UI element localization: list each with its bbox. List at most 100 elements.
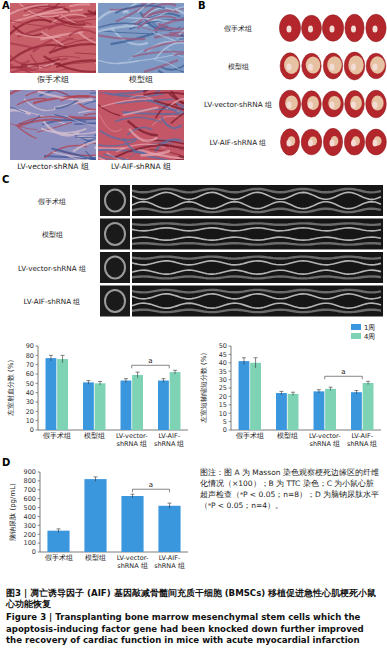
caption: 图3 | 凋亡诱导因子 (AIF) 基因敲减骨髓间充质干细胞 (BMSCs) 移… (6, 588, 381, 648)
label: 700 (24, 486, 36, 494)
fiber (65, 116, 96, 128)
tick (38, 534, 41, 535)
category-label: LV-vector-shRNA 组 (309, 432, 341, 448)
category-line: shRNA 组 (154, 440, 184, 448)
lumen (330, 140, 335, 147)
fiber (94, 3, 96, 13)
category-line: 模型组 (277, 432, 298, 440)
bar (46, 358, 57, 430)
category-label: 假手术组 (43, 432, 71, 440)
tick (36, 355, 39, 356)
bar (325, 389, 336, 430)
histology-image (10, 3, 96, 73)
significance-bracket (132, 365, 170, 368)
bars (239, 358, 374, 430)
fiber (169, 25, 184, 32)
fiber (157, 60, 180, 70)
category-label: 模型组 (84, 432, 105, 440)
echo-view (100, 219, 130, 250)
label: B (198, 0, 206, 11)
fiber (95, 53, 96, 63)
lumen (308, 102, 313, 109)
heart-slice (302, 53, 321, 78)
label: LV-AIF-shRNA 组 (111, 162, 171, 171)
heart-slice (366, 14, 386, 42)
label: 400 (24, 513, 36, 521)
wall-trace (132, 303, 381, 308)
bar (84, 479, 106, 552)
label: 300 (24, 522, 36, 530)
label: LV-vector-shRNA 组 (17, 162, 89, 171)
fiber (181, 9, 184, 18)
label: 20 (219, 393, 227, 401)
tick (229, 413, 232, 414)
bar (250, 363, 261, 430)
caption-en: Figure 3 | Transplanting bone marrow mes… (6, 612, 381, 646)
error-bar (354, 391, 358, 394)
wall-trace (132, 270, 381, 274)
fiber (123, 107, 158, 115)
fiber (18, 117, 72, 125)
echo-ring (105, 223, 125, 245)
label: 200 (24, 531, 36, 539)
bar (158, 381, 169, 430)
label: 假手术组 (37, 75, 69, 84)
wall-trace (132, 257, 381, 259)
label: a (341, 368, 345, 376)
heart-slice (345, 14, 364, 42)
infarct-area (373, 136, 381, 145)
label: LV-vector-shRNA 组 (18, 264, 86, 273)
wall-trace (132, 290, 381, 293)
category-line: shRNA 组 (117, 440, 147, 448)
histology-image (98, 3, 184, 73)
fiber (130, 95, 157, 101)
lumen (351, 102, 356, 109)
error-bar (161, 379, 165, 383)
label: 900 (24, 468, 36, 476)
error-bar (94, 477, 98, 481)
heart-slice (344, 52, 364, 80)
heart-slice (302, 91, 322, 117)
fiber (55, 100, 78, 108)
category-line: 假手术组 (45, 554, 73, 562)
lumen (330, 102, 335, 109)
bars (46, 355, 181, 430)
label: 4周 (364, 333, 375, 341)
label: 5 (223, 418, 227, 426)
label: 45 (219, 351, 227, 359)
bar (95, 383, 106, 430)
tick (36, 364, 39, 365)
infarct-area (328, 96, 340, 110)
label: 60 (26, 370, 34, 378)
bar (288, 394, 299, 430)
wall-trace (132, 276, 381, 278)
echo-ring (105, 290, 125, 312)
significance-bracket (325, 376, 363, 379)
category-line: 模型组 (85, 554, 106, 562)
category-line: shRNA 组 (154, 562, 184, 570)
fiber (98, 57, 139, 64)
label: 70 (26, 361, 34, 369)
wall-trace (132, 192, 381, 199)
label: 600 (24, 495, 36, 503)
fiber (44, 122, 80, 136)
error-bar (136, 372, 140, 378)
infarct-area (370, 56, 385, 73)
tick (38, 525, 41, 526)
tick (229, 354, 232, 355)
label: 25 (219, 384, 227, 392)
fiber (24, 6, 69, 11)
m-mode (132, 286, 383, 317)
echo-view (100, 185, 130, 216)
fiber (84, 113, 96, 115)
label: 10 (26, 417, 34, 425)
chart: 05101520253035404550左室短轴缩短分数 (%)假手术组模型组L… (200, 324, 381, 448)
label: 50 (219, 342, 227, 350)
fiber (155, 19, 184, 30)
error-bar (49, 355, 53, 361)
heart-slice (344, 129, 364, 155)
label: 30 (219, 376, 227, 384)
lumen (351, 26, 356, 33)
wall-trace (132, 209, 381, 213)
error-bar (173, 370, 177, 374)
